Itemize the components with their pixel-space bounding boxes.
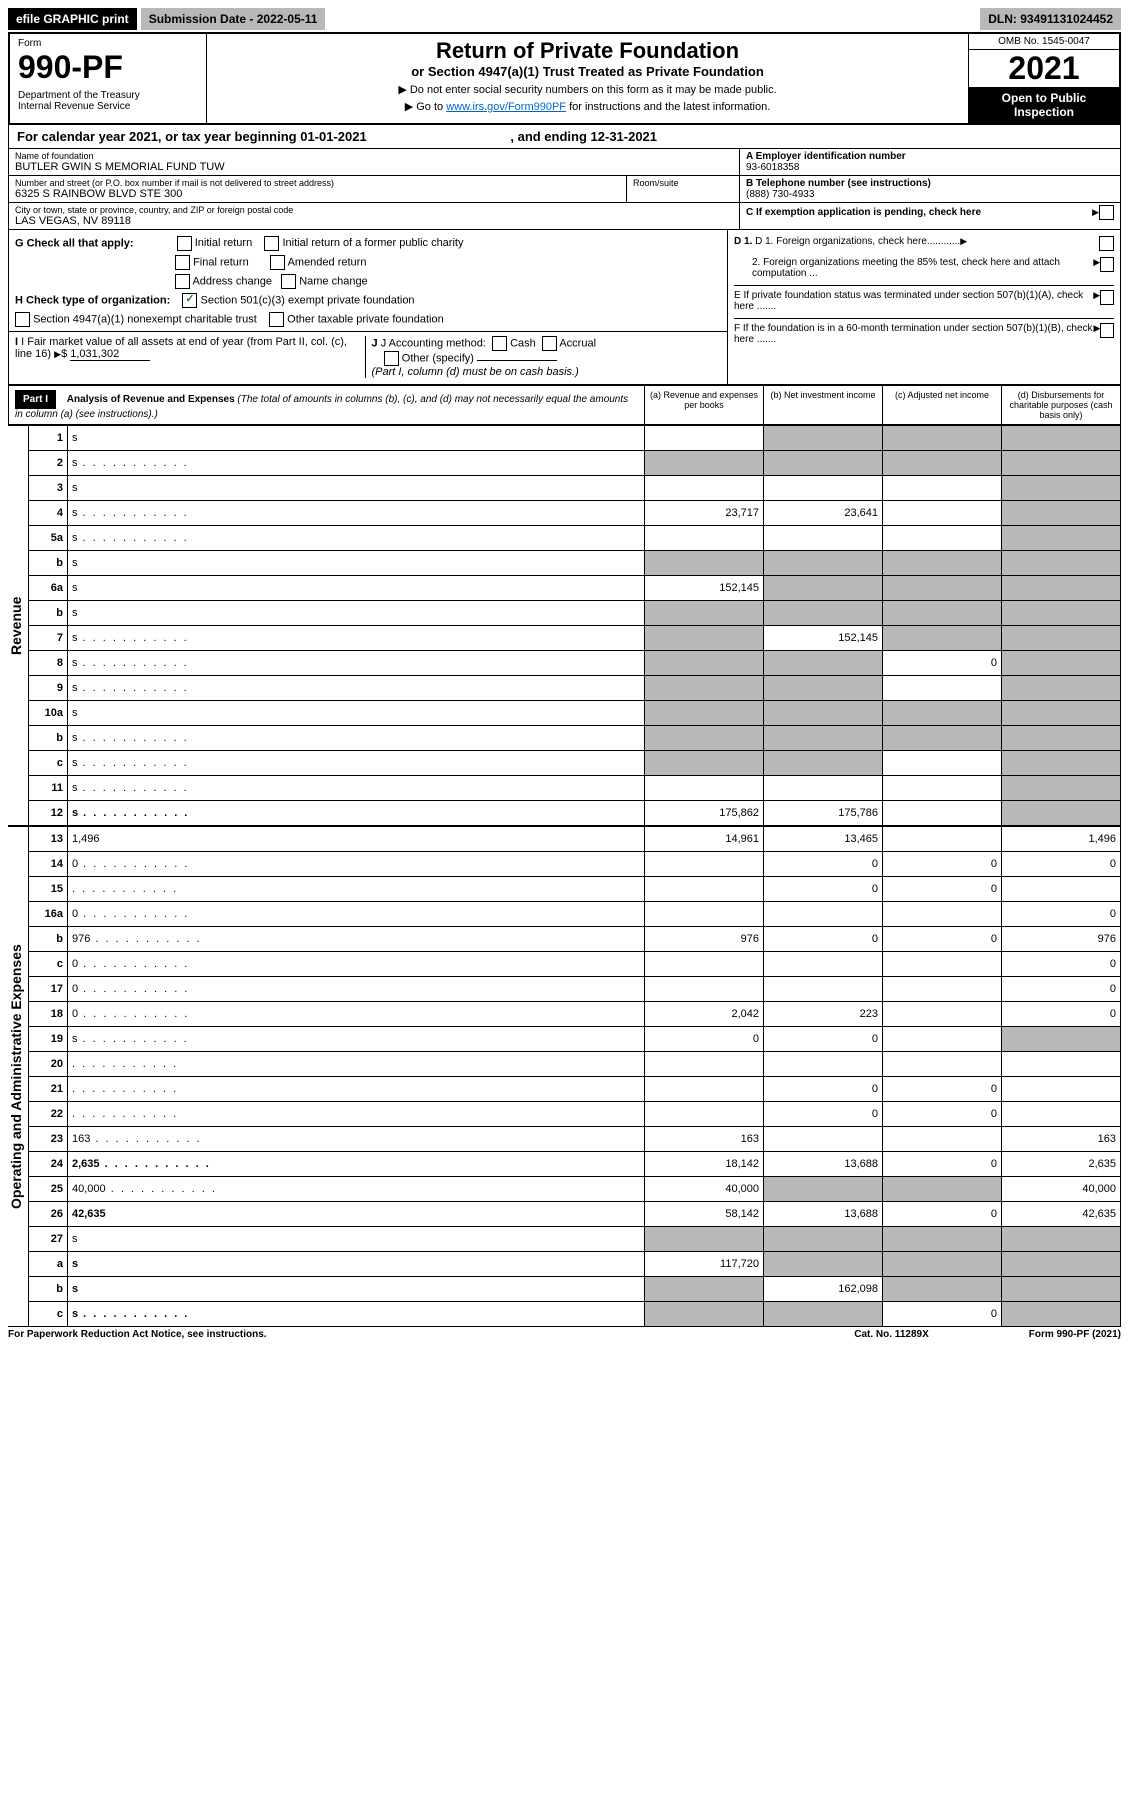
col-a-head: (a) Revenue and expenses per books [644, 386, 763, 424]
table-row: cs0 [29, 1302, 1121, 1327]
col-c-head: (c) Adjusted net income [882, 386, 1001, 424]
table-row: 1802,0422230 [29, 1002, 1121, 1027]
revenue-section: Revenue 1s2s3s4s23,71723,6415asbs6as152,… [8, 425, 1121, 826]
page-footer: For Paperwork Reduction Act Notice, see … [8, 1327, 1121, 1340]
part1-header: Part I Analysis of Revenue and Expenses … [8, 385, 1121, 425]
table-row: 1500 [29, 877, 1121, 902]
form-number-box: Form 990-PF Department of the Treasury I… [10, 34, 207, 123]
form-header: Form 990-PF Department of the Treasury I… [8, 32, 1121, 125]
i-fmv: I I Fair market value of all assets at e… [15, 336, 365, 378]
table-row: 140000 [29, 852, 1121, 877]
calendar-year-row: For calendar year 2021, or tax year begi… [8, 125, 1121, 149]
table-row: 16a00 [29, 902, 1121, 927]
e-check: E If private foundation status was termi… [734, 285, 1114, 312]
table-row: 131,49614,96113,4651,496 [29, 827, 1121, 852]
f-check: F If the foundation is in a 60-month ter… [734, 318, 1114, 345]
revenue-table: 1s2s3s4s23,71723,6415asbs6as152,145bs7s1… [29, 425, 1121, 826]
table-row: 19s00 [29, 1027, 1121, 1052]
table-row: bs [29, 551, 1121, 576]
table-row: 5as [29, 526, 1121, 551]
table-row: 7s152,145 [29, 626, 1121, 651]
table-row: 2s [29, 451, 1121, 476]
irs-link[interactable]: www.irs.gov/Form990PF [446, 101, 566, 113]
name-change-checkbox[interactable] [281, 274, 296, 289]
table-row: 6as152,145 [29, 576, 1121, 601]
col-b-head: (b) Net investment income [763, 386, 882, 424]
form-title-box: Return of Private Foundation or Section … [207, 34, 968, 123]
other-taxable-checkbox[interactable] [269, 312, 284, 327]
form-note-1: ▶ Do not enter social security numbers o… [215, 83, 960, 96]
j-accounting: J J Accounting method: Cash Accrual Othe… [365, 336, 722, 378]
efile-button[interactable]: efile GRAPHIC print [8, 8, 137, 30]
table-row: 2100 [29, 1077, 1121, 1102]
amended-return-checkbox[interactable] [270, 255, 285, 270]
revenue-label: Revenue [8, 425, 29, 826]
department: Department of the Treasury Internal Reve… [18, 90, 198, 112]
table-row: 27s [29, 1227, 1121, 1252]
g-checks: G Check all that apply: Initial return I… [15, 236, 721, 251]
initial-charity-checkbox[interactable] [264, 236, 279, 251]
table-row: cs [29, 751, 1121, 776]
table-row: 1700 [29, 977, 1121, 1002]
table-row: bs [29, 726, 1121, 751]
open-public-badge: Open to Public Inspection [969, 87, 1119, 123]
table-row: bs162,098 [29, 1277, 1121, 1302]
table-row: 20 [29, 1052, 1121, 1077]
form-subtitle: or Section 4947(a)(1) Trust Treated as P… [215, 64, 960, 79]
address-change-checkbox[interactable] [175, 274, 190, 289]
table-row: c00 [29, 952, 1121, 977]
phone-cell: B Telephone number (see instructions) (8… [740, 176, 1120, 203]
expenses-table: 131,49614,96113,4651,496140000150016a00b… [29, 826, 1121, 1327]
initial-return-checkbox[interactable] [177, 236, 192, 251]
form-title: Return of Private Foundation [215, 38, 960, 64]
d1-check: D 1. D 1. Foreign organizations, check h… [734, 236, 1114, 251]
table-row: b97697600976 [29, 927, 1121, 952]
table-row: 2200 [29, 1102, 1121, 1127]
h-checks: H Check type of organization: Section 50… [15, 293, 721, 308]
final-return-checkbox[interactable] [175, 255, 190, 270]
city-cell: City or town, state or province, country… [9, 203, 739, 229]
form-note-2: ▶ Go to www.irs.gov/Form990PF for instru… [215, 100, 960, 113]
check-section: G Check all that apply: Initial return I… [8, 230, 1121, 385]
part1-label: Part I [15, 390, 56, 409]
address-cell: Number and street (or P.O. box number if… [9, 176, 627, 203]
table-row: 11s [29, 776, 1121, 801]
submission-date: Submission Date - 2022-05-11 [141, 8, 326, 30]
d2-check: 2. Foreign organizations meeting the 85%… [734, 257, 1114, 279]
table-row: 12s175,862175,786 [29, 801, 1121, 826]
table-row: as117,720 [29, 1252, 1121, 1277]
expenses-section: Operating and Administrative Expenses 13… [8, 826, 1121, 1327]
room-cell: Room/suite [627, 176, 739, 203]
info-grid: Name of foundation BUTLER GWIN S MEMORIA… [8, 149, 1121, 230]
table-row: 8s0 [29, 651, 1121, 676]
table-row: 9s [29, 676, 1121, 701]
accrual-checkbox[interactable] [542, 336, 557, 351]
expenses-label: Operating and Administrative Expenses [8, 826, 29, 1327]
table-row: bs [29, 601, 1121, 626]
other-method-checkbox[interactable] [384, 351, 399, 366]
form-number: 990-PF [18, 49, 198, 86]
table-row: 242,63518,14213,68802,635 [29, 1152, 1121, 1177]
501c3-checkbox[interactable] [182, 293, 197, 308]
tax-year: 2021 [969, 50, 1119, 87]
exemption-pending: C If exemption application is pending, c… [740, 203, 1120, 222]
table-row: 1s [29, 426, 1121, 451]
ein-cell: A Employer identification number 93-6018… [740, 149, 1120, 176]
foundation-name-cell: Name of foundation BUTLER GWIN S MEMORIA… [9, 149, 739, 176]
omb-number: OMB No. 1545-0047 [969, 34, 1119, 50]
exemption-checkbox[interactable] [1099, 205, 1114, 220]
4947-checkbox[interactable] [15, 312, 30, 327]
dln: DLN: 93491131024452 [980, 8, 1121, 30]
top-bar: efile GRAPHIC print Submission Date - 20… [8, 8, 1121, 30]
table-row: 2642,63558,14213,688042,635 [29, 1202, 1121, 1227]
col-d-head: (d) Disbursements for charitable purpose… [1001, 386, 1120, 424]
table-row: 23163163163 [29, 1127, 1121, 1152]
table-row: 10as [29, 701, 1121, 726]
table-row: 4s23,71723,641 [29, 501, 1121, 526]
table-row: 3s [29, 476, 1121, 501]
year-box: OMB No. 1545-0047 2021 Open to Public In… [968, 34, 1119, 123]
table-row: 2540,00040,00040,000 [29, 1177, 1121, 1202]
cash-checkbox[interactable] [492, 336, 507, 351]
